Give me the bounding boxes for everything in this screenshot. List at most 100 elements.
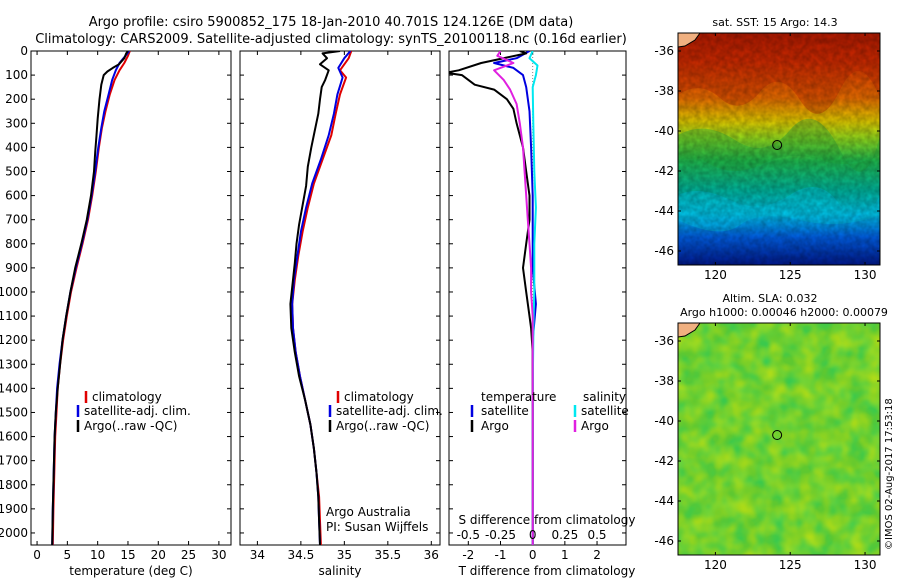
difference-xlabel-t: T difference from climatology — [458, 564, 636, 578]
salinity-series — [289, 51, 353, 545]
sst-axes: 120 125 130 -36 -38 -40 -42 -44 -46 — [654, 33, 880, 282]
sla-axes: 120 125 130 -36 -38 -40 -42 -44 -46 — [654, 323, 880, 572]
sst-frame — [677, 32, 881, 266]
map-y-tick-label: -40 — [654, 414, 674, 428]
imos-watermark: ©IMOS 02-Aug-2017 17:53:18 — [884, 398, 895, 550]
x-tick-label: 34 — [250, 548, 265, 562]
legend-label-argo: Argo(..raw -QC) — [84, 419, 177, 433]
series-line — [493, 51, 534, 545]
y-tick-label: 0 — [20, 44, 28, 58]
sla-land — [678, 323, 700, 337]
map-y-tick-label: -36 — [654, 334, 674, 348]
title-line-2: Climatology: CARS2009. Satellite-adjuste… — [35, 32, 627, 47]
x-tick-label: 2 — [593, 548, 601, 562]
y-tick-label: 2000 — [0, 526, 28, 540]
y-tick-label: 1300 — [0, 357, 28, 371]
y-tick-label: 400 — [5, 140, 28, 154]
y-tick-label: 200 — [5, 92, 28, 106]
x-tick-label: 0 — [529, 548, 537, 562]
map-x-tick-label: 125 — [779, 558, 802, 572]
temperature-series — [51, 51, 131, 545]
sla-map: Altim. SLA: 0.032 Argo h1000: 0.00046 h2… — [654, 292, 888, 572]
series-line — [289, 51, 341, 545]
temperature-legend: climatology satellite-adj. clim. Argo(..… — [76, 390, 191, 433]
s-diff-tick-label: 0 — [529, 528, 537, 542]
difference-s-axis: -0.5 -0.25 0 0.25 0.5 — [457, 528, 607, 542]
y-tick-label: 1600 — [0, 430, 28, 444]
temperature-xlabel: temperature (deg C) — [69, 564, 192, 578]
sla-map-subtitle: Argo h1000: 0.00046 h2000: 0.00079 — [680, 306, 888, 319]
salinity-legend: climatology satellite-adj. clim. Argo(..… — [328, 390, 443, 433]
x-tick-label: 15 — [120, 548, 135, 562]
s-diff-tick-label: -0.25 — [485, 528, 516, 542]
difference-panel: -2 -1 0 1 2 T difference from climatology S … — [448, 50, 636, 578]
temperature-panel: 0100200300400500600700800900100011001200… — [0, 44, 232, 578]
map-x-tick-label: 130 — [854, 268, 877, 282]
difference-series — [449, 51, 539, 545]
y-tick-label: 300 — [5, 116, 28, 130]
map-x-tick-label: 125 — [779, 268, 802, 282]
x-tick-label: 35.5 — [374, 548, 401, 562]
salinity-xlabel: salinity — [318, 564, 361, 578]
legend-label-climatology: climatology — [92, 390, 162, 404]
map-y-tick-label: -44 — [654, 204, 674, 218]
sla-coastline — [677, 322, 701, 338]
legend-label-s-satellite: satellite — [581, 404, 629, 418]
series-line — [51, 51, 129, 545]
legend-label-climatology: climatology — [344, 390, 414, 404]
y-tick-label: 1200 — [0, 333, 28, 347]
legend-title-temperature: temperature — [481, 390, 556, 404]
map-y-tick-label: -38 — [654, 84, 674, 98]
y-tick-label: 500 — [5, 164, 28, 178]
salinity-panel: 34 34.5 35 35.5 36 salinity climatology sate… — [239, 50, 443, 578]
x-tick-label: 25 — [181, 548, 196, 562]
y-tick-label: 700 — [5, 213, 28, 227]
s-diff-tick-label: 0.25 — [551, 528, 578, 542]
difference-y-ticks — [449, 50, 626, 534]
y-tick-label: 1800 — [0, 478, 28, 492]
y-tick-label: 100 — [5, 68, 28, 82]
sst-land — [678, 33, 700, 47]
map-y-tick-label: -40 — [654, 124, 674, 138]
map-y-tick-label: -42 — [654, 164, 674, 178]
sst-map: sat. SST: 15 Argo: 14.3 120 125 130 -36 -38 -… — [654, 16, 881, 282]
pi-label: PI: Susan Wijffels — [326, 520, 428, 534]
sla-argo-marker — [772, 430, 783, 441]
x-tick-label: -2 — [462, 548, 474, 562]
x-tick-label: 34.5 — [288, 548, 315, 562]
map-y-tick-label: -42 — [654, 454, 674, 468]
s-diff-tick-label: 0.5 — [587, 528, 606, 542]
s-diff-tick-label: -0.5 — [457, 528, 480, 542]
difference-legend: temperature salinity satellite Argo sate… — [470, 390, 629, 433]
y-tick-label: 1100 — [0, 309, 28, 323]
map-y-tick-label: -46 — [654, 244, 674, 258]
difference-axes-frame — [448, 50, 627, 546]
x-tick-label: -1 — [495, 548, 507, 562]
y-tick-label: 1900 — [0, 502, 28, 516]
legend-label-satellite: satellite-adj. clim. — [84, 404, 191, 418]
depth-axis: 0 100 200 300 400 500 600 700 800 900 1000 1100 1200… — [0, 44, 231, 540]
y-tick-label: 1500 — [0, 405, 28, 419]
map-x-tick-label: 130 — [854, 558, 877, 572]
legend-label-satellite: satellite-adj. clim. — [336, 404, 443, 418]
sla-frame — [677, 322, 881, 556]
map-y-tick-label: -44 — [654, 494, 674, 508]
x-tick-label: 20 — [151, 548, 166, 562]
salinity-x-axis: 34 34.5 35 35.5 36 — [250, 51, 439, 562]
temperature-axes-frame — [30, 50, 232, 546]
map-y-tick-label: -38 — [654, 374, 674, 388]
x-tick-label: 30 — [211, 548, 226, 562]
salinity-axes-frame — [239, 50, 441, 546]
legend-label-t-argo: Argo — [481, 419, 509, 433]
sst-argo-marker — [772, 140, 783, 151]
x-tick-label: 0 — [33, 548, 41, 562]
difference-xlabel-s: S difference from climatology — [459, 513, 636, 527]
legend-label-argo: Argo(..raw -QC) — [336, 419, 429, 433]
map-y-tick-label: -46 — [654, 534, 674, 548]
sla-map-title: Altim. SLA: 0.032 — [722, 292, 817, 305]
y-tick-label: 800 — [5, 237, 28, 251]
x-tick-label: 10 — [90, 548, 105, 562]
legend-label-t-satellite: satellite — [481, 404, 529, 418]
y-tick-label: 600 — [5, 189, 28, 203]
